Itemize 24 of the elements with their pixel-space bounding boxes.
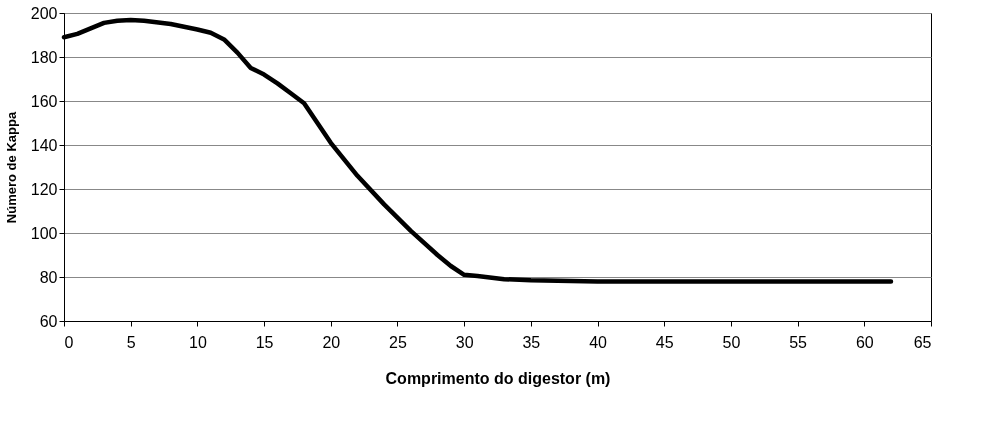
x-tick-label: 55 [789,333,808,351]
y-tick-label: 100 [30,224,58,242]
x-tick-label: 25 [389,333,407,351]
x-tick-label: 65 [913,333,932,351]
x-tick-label: 0 [64,333,74,351]
y-tick-label: 80 [39,268,58,286]
x-tick-label: 10 [188,333,207,351]
x-tick-label: 40 [589,333,608,351]
x-tick-label: 5 [126,333,136,351]
y-tick-label: 140 [30,136,58,154]
x-tick-label: 45 [655,333,674,351]
x-tick-label: 60 [855,333,874,351]
x-axis-title: Comprimento do digestor (m) [385,369,611,387]
x-tick-label: 50 [722,333,741,351]
x-tick-label: 20 [322,333,341,351]
y-axis-title: Número de Kappa [3,111,19,224]
y-tick-label: 200 [30,4,58,22]
y-tick-label: 180 [30,48,58,66]
x-tick-label: 15 [255,333,274,351]
x-tick-label: 35 [522,333,541,351]
y-tick-label: 160 [30,92,58,110]
y-tick-label: 120 [30,180,58,198]
x-tick-label: 30 [455,333,474,351]
y-tick-label: 60 [39,312,58,330]
